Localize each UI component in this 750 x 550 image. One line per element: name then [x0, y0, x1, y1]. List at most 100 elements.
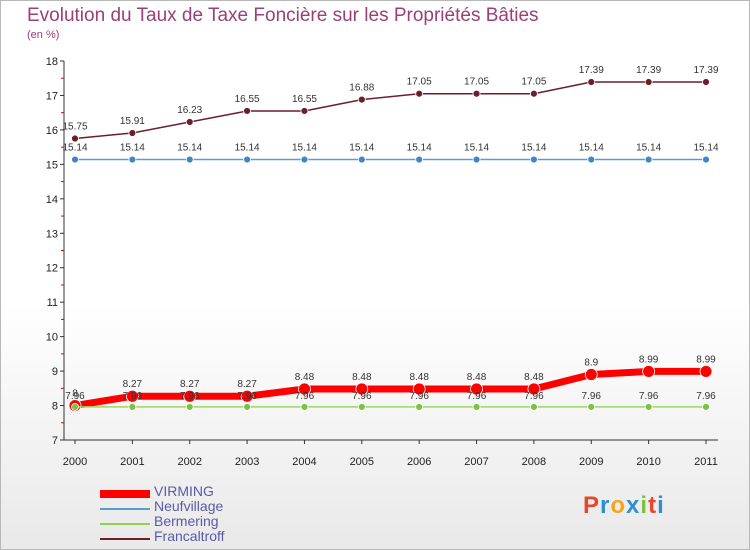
- y-tick-label: 17: [46, 90, 58, 102]
- data-label-francaltroff: 16.55: [292, 94, 317, 105]
- data-point-neufvillage: [587, 155, 596, 164]
- data-point-virming: [527, 382, 541, 396]
- logo-letter: x: [626, 492, 641, 519]
- series-line-francaltroff: [74, 81, 706, 140]
- data-point-francaltroff: [71, 134, 79, 143]
- data-label-francaltroff: 16.23: [177, 105, 202, 116]
- data-point-francaltroff: [243, 107, 251, 115]
- data-point-virming: [183, 389, 197, 403]
- data-label-neufvillage: 15.14: [120, 143, 145, 154]
- y-tick-label: 8: [52, 401, 58, 413]
- data-label-francaltroff: 17.39: [579, 65, 604, 76]
- data-label-neufvillage: 15.14: [349, 143, 374, 154]
- data-label-neufvillage: 15.14: [521, 143, 546, 154]
- data-point-bermering: [644, 403, 653, 411]
- data-label-bermering: 7.96: [639, 391, 659, 402]
- legend-swatch: [100, 538, 150, 540]
- chart-title: Evolution du Taux de Taxe Foncière sur l…: [27, 5, 539, 26]
- data-point-bermering: [128, 403, 137, 411]
- data-label-neufvillage: 15.14: [636, 143, 661, 154]
- data-point-bermering: [415, 403, 424, 411]
- data-point-virming: [412, 382, 426, 396]
- data-label-francaltroff: 16.55: [235, 94, 260, 105]
- data-point-virming: [642, 365, 656, 378]
- y-tick-label: 14: [46, 194, 58, 206]
- legend-label: Bermering: [154, 513, 219, 529]
- data-label-virming: 8.27: [180, 379, 200, 390]
- data-label-bermering: 7.96: [409, 391, 429, 402]
- data-point-bermering: [530, 403, 538, 411]
- data-label-bermering: 7.96: [467, 391, 487, 402]
- x-tick-label: 2011: [694, 456, 718, 468]
- data-point-francaltroff: [702, 78, 710, 86]
- data-label-bermering: 7.96: [696, 391, 716, 402]
- data-label-bermering: 7.96: [237, 391, 257, 402]
- data-label-virming: 8.48: [467, 372, 487, 383]
- y-tick-label: 9: [52, 366, 58, 378]
- data-point-neufvillage: [530, 155, 538, 164]
- data-point-neufvillage: [185, 155, 194, 164]
- data-point-virming: [298, 382, 311, 396]
- chart-subtitle: (en %): [27, 29, 60, 41]
- data-point-bermering: [357, 403, 366, 411]
- data-label-bermering: 7.96: [582, 391, 602, 402]
- data-label-virming: 8.99: [639, 354, 659, 365]
- legend-swatch: [100, 523, 150, 525]
- data-point-neufvillage: [702, 155, 710, 164]
- data-point-bermering: [243, 403, 251, 411]
- legend-swatch: [100, 508, 150, 510]
- x-tick-label: 2007: [464, 456, 488, 468]
- y-tick-label: 12: [46, 263, 58, 275]
- data-label-virming: 8.27: [237, 379, 257, 390]
- data-label-neufvillage: 15.14: [464, 143, 489, 154]
- data-point-neufvillage: [128, 155, 137, 164]
- data-point-neufvillage: [71, 155, 79, 164]
- data-point-francaltroff: [128, 129, 137, 137]
- x-tick-label: 2002: [177, 456, 201, 468]
- data-point-bermering: [472, 403, 481, 411]
- data-point-bermering: [71, 403, 79, 411]
- x-tick-label: 2004: [292, 456, 316, 468]
- data-label-francaltroff: 17.05: [521, 77, 546, 88]
- data-label-virming: 8: [72, 389, 78, 400]
- data-point-neufvillage: [644, 155, 653, 164]
- data-point-virming: [240, 389, 254, 403]
- y-tick-label: 10: [46, 332, 58, 344]
- series-line-virming: [74, 367, 706, 410]
- data-point-virming: [125, 389, 139, 403]
- data-label-neufvillage: 15.14: [292, 143, 317, 154]
- proxiti-logo: Proxiti: [583, 492, 665, 520]
- x-tick-label: 2009: [579, 456, 603, 468]
- data-label-bermering: 7.96: [180, 391, 200, 402]
- data-point-francaltroff: [357, 95, 366, 104]
- data-label-neufvillage: 15.14: [235, 143, 260, 154]
- data-label-francaltroff: 16.88: [349, 83, 374, 94]
- data-point-francaltroff: [185, 118, 194, 126]
- x-tick-label: 2001: [120, 456, 144, 468]
- data-label-bermering: 7.96: [524, 391, 544, 402]
- y-tick-label: 13: [46, 228, 58, 240]
- data-point-bermering: [300, 403, 309, 411]
- data-point-neufvillage: [300, 155, 309, 164]
- data-label-virming: 8.48: [352, 372, 372, 383]
- data-label-francaltroff: 17.39: [636, 65, 661, 76]
- x-tick-label: 2005: [350, 456, 374, 468]
- data-label-neufvillage: 15.14: [579, 143, 604, 154]
- y-tick-label: 16: [46, 125, 58, 137]
- data-point-francaltroff: [587, 78, 596, 86]
- data-point-bermering: [185, 403, 194, 411]
- y-tick-label: 11: [47, 297, 58, 309]
- data-point-francaltroff: [644, 78, 653, 86]
- data-point-bermering: [587, 403, 596, 411]
- data-point-francaltroff: [530, 89, 538, 98]
- logo-letter: P: [583, 492, 601, 519]
- data-label-neufvillage: 15.14: [693, 143, 718, 154]
- data-point-francaltroff: [472, 89, 481, 98]
- data-label-neufvillage: 15.14: [62, 143, 87, 154]
- legend-label: VIRMING: [154, 483, 214, 499]
- x-tick-label: 2000: [63, 456, 87, 468]
- data-label-bermering: 7.96: [123, 391, 143, 402]
- data-label-bermering: 7.96: [352, 391, 372, 402]
